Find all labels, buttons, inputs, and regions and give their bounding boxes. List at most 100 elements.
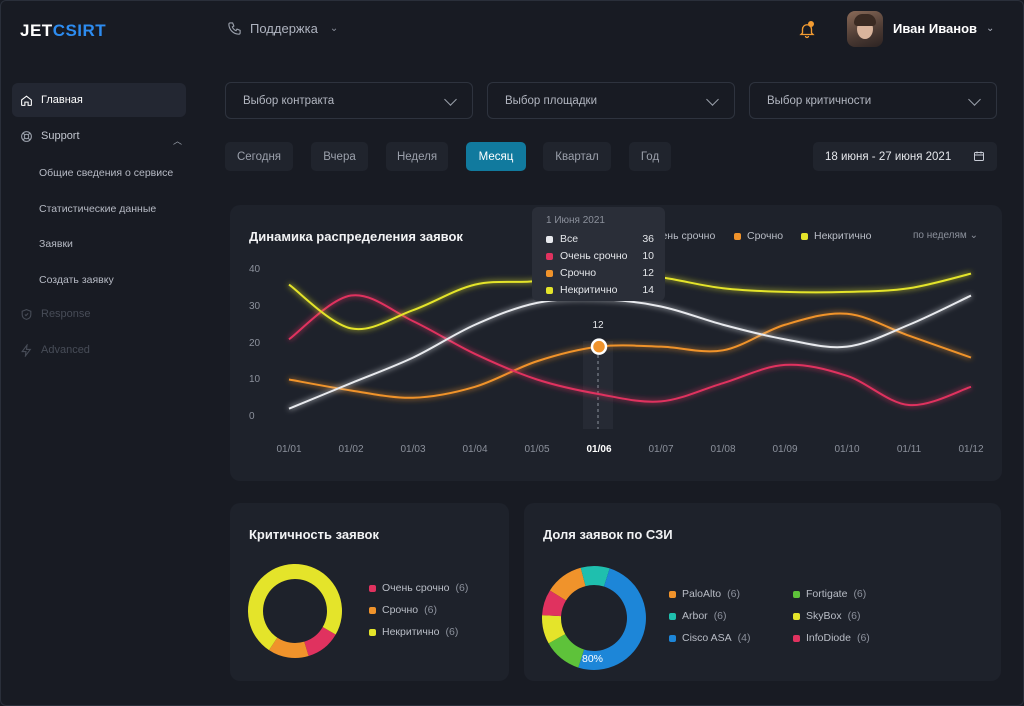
donut-slice-arbor[interactable] [580, 566, 610, 587]
tooltip-swatch [546, 252, 553, 260]
donut-slice-skybox[interactable] [542, 615, 566, 644]
logo[interactable]: JETCSIRT [20, 21, 106, 41]
lifebuoy-icon [21, 130, 32, 142]
user-name[interactable]: Иван Иванов [893, 21, 978, 36]
criticality-donut[interactable] [247, 563, 343, 659]
chevron-down-icon: ⌄ [329, 23, 339, 34]
x-tick-label: 01/09 [772, 444, 798, 455]
legend-item-urgent[interactable]: Срочно (6) [369, 604, 437, 616]
contract-select[interactable]: Выбор контракта [225, 82, 473, 119]
donut-slice-paloalto[interactable] [549, 567, 586, 601]
sidebar-subitem-requests[interactable]: Заявки [39, 238, 73, 250]
criticality-select[interactable]: Выбор критичности [749, 82, 997, 119]
tooltip-row-urgent: Срочно 12 [546, 267, 654, 279]
x-tick-label: 01/08 [710, 444, 736, 455]
granularity-select[interactable]: по неделям ⌄ [913, 230, 978, 241]
x-tick-label: 01/02 [338, 444, 364, 455]
legend-swatch [369, 606, 376, 614]
criticality-title: Критичность заявок [249, 527, 379, 542]
donut-slice-некритично[interactable] [248, 564, 342, 651]
legend-label: Некритично [814, 230, 872, 242]
y-tick-label: 20 [249, 338, 261, 349]
chevron-down-icon: ⌄ [969, 230, 978, 241]
legend-swatch [369, 584, 376, 592]
support-menu[interactable]: Поддержка ⌄ [227, 21, 338, 36]
sze-share-donut[interactable] [541, 565, 647, 671]
y-tick-label: 40 [249, 264, 261, 275]
legend-item-infodiode[interactable]: InfoDiode (6) [793, 632, 870, 644]
tooltip-row-value: 36 [642, 233, 654, 245]
x-tick-label: 01/05 [524, 444, 550, 455]
legend-label: InfoDiode [806, 632, 851, 644]
avatar[interactable] [847, 11, 883, 47]
sidebar-subitem-overview[interactable]: Общие сведения о сервисе [39, 167, 174, 179]
legend-label: Срочно [747, 230, 784, 242]
logo-text-jet: JET [20, 21, 53, 40]
legend-swatch [734, 232, 741, 240]
series-very-urgent-line[interactable] [288, 294, 972, 407]
donut-center-label: 80% [582, 653, 604, 665]
sidebar-subitem-create-request[interactable]: Создать заявку [39, 274, 114, 286]
x-tick-label: 01/06 [586, 444, 612, 455]
home-icon [21, 94, 32, 106]
chevron-up-icon[interactable]: ︿ [173, 136, 183, 146]
notification-badge [808, 21, 814, 27]
sidebar-item-support[interactable]: Support [12, 119, 186, 153]
site-select-value: Выбор площадки [505, 94, 597, 107]
series-all-line[interactable] [288, 294, 972, 410]
sidebar-item-home[interactable]: Главная [12, 83, 186, 117]
sidebar-item-response[interactable]: Response [12, 297, 186, 331]
highlight-point[interactable] [590, 338, 608, 355]
period-quarter-button[interactable]: Квартал [543, 142, 611, 171]
x-tick-label: 01/07 [648, 444, 674, 455]
user-chevron-down-icon[interactable]: ⌄ [986, 23, 995, 34]
legend-item-cisco-asa[interactable]: Cisco ASA (4) [669, 632, 750, 644]
legend-item-noncritical[interactable]: Некритично (6) [369, 626, 458, 638]
donut-slice-очень-срочно[interactable] [304, 627, 336, 656]
site-select[interactable]: Выбор площадки [487, 82, 735, 119]
calendar-icon [974, 151, 984, 161]
period-year-button[interactable]: Год [629, 142, 671, 171]
legend-swatch [793, 612, 800, 620]
legend-count: (6) [424, 604, 437, 616]
x-tick-label: 01/04 [462, 444, 488, 455]
period-month-button[interactable]: Месяц [466, 142, 526, 171]
period-today-button[interactable]: Сегодня [225, 142, 293, 171]
legend-item-noncritical[interactable]: Некритично [801, 230, 872, 242]
x-tick-label: 01/01 [276, 444, 302, 455]
tooltip-row-very-urgent: Очень срочно 10 [546, 250, 654, 262]
period-week-button[interactable]: Неделя [386, 142, 448, 171]
series-urgent-line[interactable] [288, 312, 972, 399]
legend-label: Некритично [382, 626, 440, 638]
donut-slice-fortigate[interactable] [548, 634, 585, 668]
legend-count: (6) [856, 632, 870, 644]
donut-slice-срочно[interactable] [268, 637, 309, 658]
legend-item-paloalto[interactable]: PaloAlto (6) [669, 588, 740, 600]
tooltip-row-label: Некритично [560, 284, 618, 296]
legend-count: (6) [713, 610, 727, 622]
sidebar-subitem-statistics[interactable]: Статистические данные [39, 203, 157, 215]
period-yesterday-button[interactable]: Вчера [311, 142, 368, 171]
tooltip-title: 1 Июня 2021 [546, 215, 605, 226]
legend-count: (6) [853, 588, 867, 600]
donut-slice-infodiode[interactable] [542, 590, 567, 617]
legend-item-arbor[interactable]: Arbor (6) [669, 610, 727, 622]
legend-swatch [669, 590, 676, 598]
legend-item-very-urgent[interactable]: чень срочно [656, 230, 715, 242]
tooltip-row-label: Очень срочно [560, 250, 628, 262]
granularity-value: по неделям [913, 230, 967, 241]
tooltip-row-label: Срочно [560, 267, 597, 279]
sidebar-item-advanced[interactable]: Advanced [12, 333, 186, 367]
legend-item-very-urgent[interactable]: Очень срочно (6) [369, 582, 468, 594]
legend-swatch [793, 634, 800, 642]
legend-count: (6) [445, 626, 459, 638]
legend-item-skybox[interactable]: SkyBox (6) [793, 610, 860, 622]
legend-item-urgent[interactable]: Срочно [734, 230, 783, 242]
tooltip-row-value: 14 [642, 284, 654, 296]
date-range-picker[interactable]: 18 июня - 27 июня 2021 [813, 142, 997, 171]
legend-item-fortigate[interactable]: Fortigate (6) [793, 588, 866, 600]
y-tick-label: 10 [249, 374, 261, 385]
donut-slice-cisco-asa[interactable] [578, 568, 646, 670]
x-tick-label: 01/10 [834, 444, 860, 455]
